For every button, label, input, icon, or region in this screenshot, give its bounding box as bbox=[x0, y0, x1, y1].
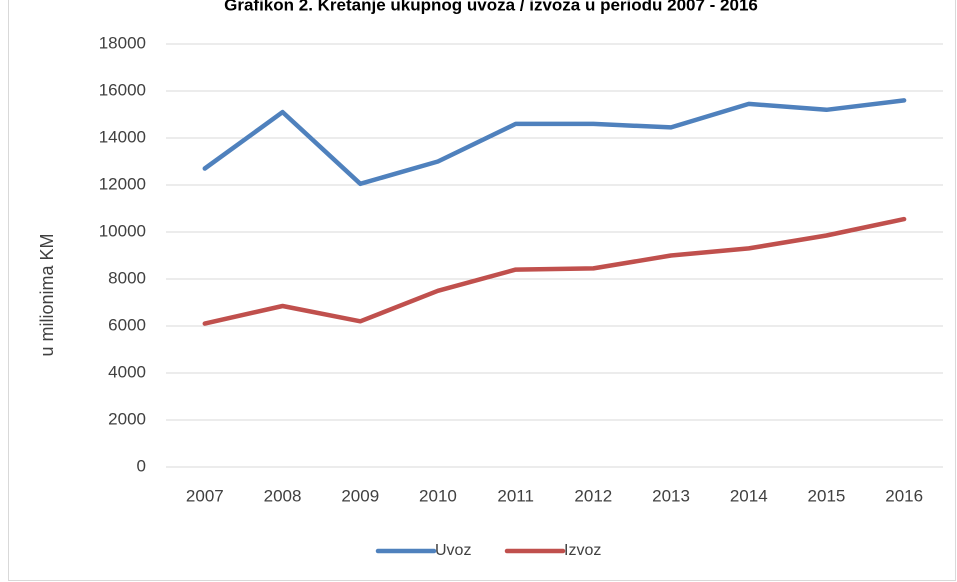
series-line-izvoz bbox=[202, 216, 907, 326]
legend: Uvoz Izvoz bbox=[375, 542, 601, 559]
legend-label-izvoz: Izvoz bbox=[564, 542, 601, 559]
y-axis-title: u milionima KM bbox=[37, 233, 57, 356]
gridlines bbox=[166, 43, 943, 468]
y-axis-tick-labels: 0 2000 4000 6000 8000 10000 12000 14000 16000 180… bbox=[99, 33, 146, 475]
x-tick-label: 2016 bbox=[885, 486, 923, 505]
x-tick-label: 2010 bbox=[419, 486, 457, 505]
x-tick-label: 2015 bbox=[808, 486, 846, 505]
y-tick-label: 4000 bbox=[108, 362, 146, 381]
y-tick-label: 2000 bbox=[108, 409, 146, 428]
y-tick-label: 14000 bbox=[99, 127, 146, 146]
series-lines bbox=[202, 98, 907, 326]
x-axis-tick-labels: 2007 2008 2009 2010 2011 2012 2013 2014 2015 2016 bbox=[186, 486, 923, 505]
x-tick-label: 2007 bbox=[186, 486, 224, 505]
y-tick-label: 6000 bbox=[108, 315, 146, 334]
y-tick-label: 0 bbox=[137, 456, 146, 475]
x-tick-label: 2013 bbox=[652, 486, 690, 505]
legend-label-uvoz: Uvoz bbox=[435, 542, 471, 559]
x-tick-label: 2009 bbox=[341, 486, 379, 505]
y-tick-label: 16000 bbox=[99, 80, 146, 99]
x-tick-label: 2008 bbox=[264, 486, 302, 505]
x-tick-label: 2011 bbox=[497, 486, 534, 505]
chart-frame bbox=[8, 0, 956, 581]
series-line-uvoz bbox=[202, 98, 907, 187]
chart-title: Grafikon 2. Kretanje ukupnog uvoza / izv… bbox=[224, 0, 758, 14]
x-tick-label: 2012 bbox=[574, 486, 612, 505]
y-tick-label: 12000 bbox=[99, 174, 146, 193]
y-tick-label: 10000 bbox=[99, 221, 146, 240]
y-tick-label: 18000 bbox=[99, 33, 146, 52]
x-tick-label: 2014 bbox=[730, 486, 768, 505]
y-tick-label: 8000 bbox=[108, 268, 146, 287]
